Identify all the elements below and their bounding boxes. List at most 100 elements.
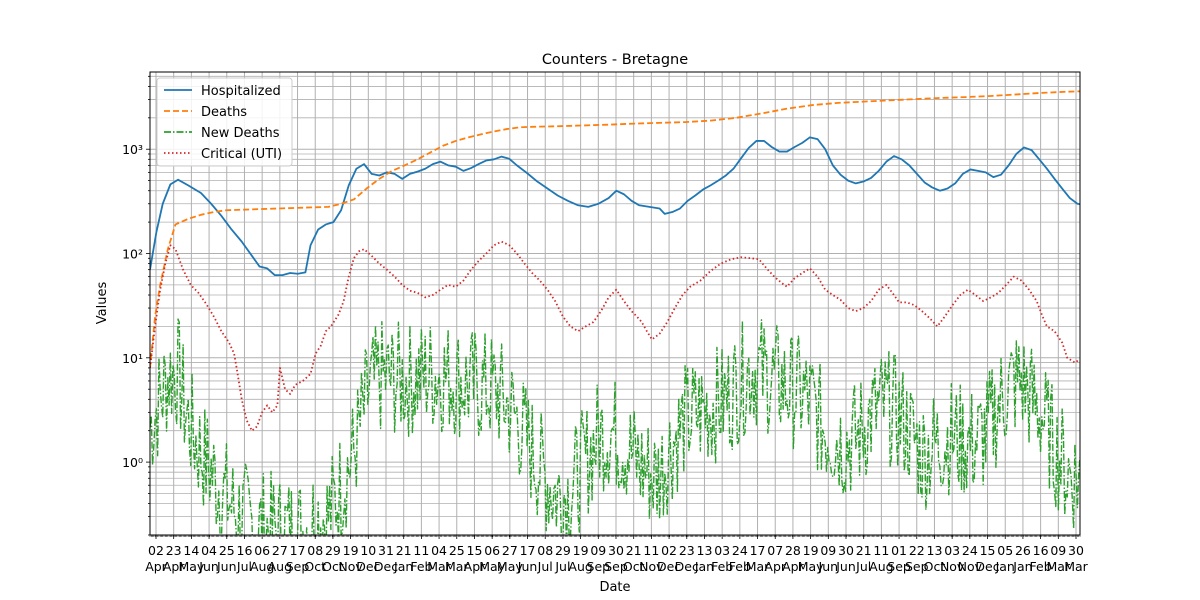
x-tick-month: Sep [286, 559, 310, 574]
x-tick-day: 09 [820, 543, 836, 558]
x-tick-month: Oct [304, 559, 326, 574]
x-tick-day: 29 [325, 543, 341, 558]
x-tick-month: Aug [250, 559, 274, 574]
x-tick-month: Jun [835, 559, 856, 574]
x-tick-day: 19 [803, 543, 819, 558]
x-tick-month: Dec [675, 559, 699, 574]
x-tick-month: Jan [694, 559, 714, 574]
x-tick-day: 19 [573, 543, 589, 558]
x-tick-month: Jan [393, 559, 413, 574]
x-tick-day: 16 [1033, 543, 1049, 558]
y-tick-label: 10² [122, 247, 143, 262]
x-tick-month: May [479, 559, 505, 574]
x-tick-month: May [798, 559, 824, 574]
x-tick-month: Dec [356, 559, 380, 574]
x-tick-month: Sep [604, 559, 628, 574]
x-tick-day: 30 [838, 543, 854, 558]
x-tick-month: Oct [623, 559, 645, 574]
series-line-critical-uti [150, 240, 1080, 432]
x-tick-day: 13 [697, 543, 713, 558]
x-tick-month: Nov [639, 559, 664, 574]
x-tick-month: Dec [657, 559, 681, 574]
x-tick-day: 27 [272, 543, 288, 558]
x-tick-month: Jul [554, 559, 570, 574]
x-tick-month: Jun [216, 559, 237, 574]
plot-lines [150, 90, 1080, 535]
legend-frame [156, 77, 293, 167]
x-tick-month: Feb [1030, 559, 1052, 574]
x-tick-month: Jun [818, 559, 839, 574]
x-tick-month: Dec [975, 559, 999, 574]
x-tick-day: 14 [183, 543, 199, 558]
x-tick-day: 22 [909, 543, 925, 558]
legend: Hospitalized Deaths New Deaths Critical … [156, 77, 293, 167]
x-tick-day: 28 [785, 543, 801, 558]
x-tick-month: Mar [445, 559, 469, 574]
x-tick-day: 02 [148, 543, 164, 558]
y-axis: 10⁰ 10¹ 10² 10³ [122, 75, 150, 536]
x-tick-day: 23 [166, 543, 182, 558]
x-tick-month: Jul [236, 559, 252, 574]
x-tick-day: 19 [343, 543, 359, 558]
x-tick-day: 25 [219, 543, 235, 558]
x-tick-day: 25 [449, 543, 465, 558]
x-tick-day: 11 [413, 543, 429, 558]
x-axis: 02Apr23Apr14May04Jun25Jun16Jul06Aug27Aug… [145, 535, 1089, 574]
legend-label-deaths: Deaths [201, 105, 247, 120]
x-tick-day: 09 [1050, 543, 1066, 558]
x-tick-day: 16 [237, 543, 253, 558]
x-tick-day: 02 [661, 543, 677, 558]
x-tick-day: 30 [608, 543, 624, 558]
x-tick-day: 13 [927, 543, 943, 558]
chart-title: Counters - Bretagne [542, 52, 688, 68]
x-tick-month: Mar [746, 559, 770, 574]
x-tick-day: 04 [201, 543, 217, 558]
x-tick-month: Jul [855, 559, 871, 574]
legend-label-critical: Critical (UTI) [201, 147, 282, 162]
x-tick-day: 26 [1015, 543, 1031, 558]
x-tick-month: May [178, 559, 204, 574]
x-tick-day: 08 [307, 543, 323, 558]
x-tick-month: Jan [995, 559, 1015, 574]
x-tick-day: 30 [1068, 543, 1084, 558]
x-tick-month: Sep [887, 559, 911, 574]
x-tick-day: 09 [590, 543, 606, 558]
x-tick-day: 31 [378, 543, 394, 558]
x-tick-month: Apr [145, 559, 167, 574]
x-tick-month: Feb [729, 559, 751, 574]
x-tick-day: 06 [254, 543, 270, 558]
x-tick-day: 06 [484, 543, 500, 558]
x-tick-day: 01 [891, 543, 907, 558]
x-tick-month: Jul [537, 559, 553, 574]
x-tick-month: Apr [764, 559, 786, 574]
x-tick-day: 07 [767, 543, 783, 558]
x-tick-month: Sep [587, 559, 611, 574]
x-tick-day: 21 [396, 543, 412, 558]
x-tick-month: Jan [1012, 559, 1032, 574]
x-tick-month: Nov [338, 559, 363, 574]
x-tick-day: 10 [360, 543, 376, 558]
x-tick-month: Feb [410, 559, 432, 574]
x-tick-month: Dec [374, 559, 398, 574]
x-tick-month: Apr [163, 559, 185, 574]
y-tick-label: 10⁰ [122, 455, 143, 470]
x-tick-month: Jun [517, 559, 538, 574]
y-tick-label: 10³ [122, 142, 143, 157]
x-tick-day: 11 [643, 543, 659, 558]
legend-label-new-deaths: New Deaths [201, 126, 280, 141]
x-tick-day: 23 [679, 543, 695, 558]
x-tick-day: 11 [873, 543, 889, 558]
x-tick-month: Oct [924, 559, 946, 574]
x-tick-month: Mar [1064, 559, 1088, 574]
legend-label-hospitalized: Hospitalized [201, 84, 281, 99]
x-tick-day: 24 [962, 543, 978, 558]
y-tick-label: 10¹ [122, 351, 143, 366]
x-tick-day: 05 [997, 543, 1013, 558]
x-tick-day: 21 [626, 543, 642, 558]
x-tick-day: 15 [980, 543, 996, 558]
x-tick-month: Sep [905, 559, 929, 574]
x-tick-month: Nov [958, 559, 983, 574]
x-tick-month: Mar [1047, 559, 1071, 574]
x-tick-day: 03 [944, 543, 960, 558]
x-tick-day: 03 [714, 543, 730, 558]
